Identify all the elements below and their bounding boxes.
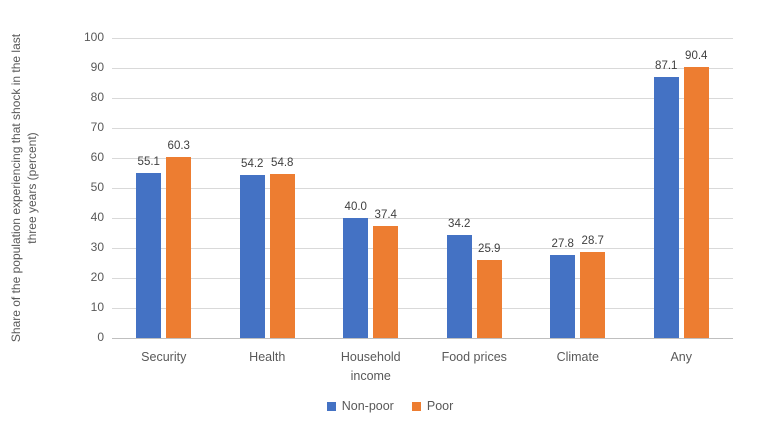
x-category-label: Security (141, 350, 187, 364)
data-label: 54.8 (271, 156, 294, 169)
y-tick-label: 90 (90, 60, 104, 74)
bar-poor-health (269, 173, 295, 338)
bar-non-poor-security (136, 172, 162, 338)
data-label: 28.7 (581, 234, 604, 247)
gridline (112, 217, 733, 219)
y-tick-label: 50 (90, 180, 104, 194)
bar-poor-any (683, 66, 709, 338)
x-category-label: Climate (556, 350, 599, 364)
legend-entry-poor: Poor (411, 399, 454, 413)
data-label: 55.1 (137, 155, 160, 168)
gridline (112, 187, 733, 189)
y-tick-label: 100 (83, 30, 104, 44)
data-label: 25.9 (478, 243, 501, 256)
bar-non-poor-any (653, 76, 679, 338)
data-label: 54.2 (241, 158, 264, 171)
gridline (112, 37, 733, 39)
data-label: 90.4 (685, 49, 708, 62)
y-tick-label: 30 (90, 240, 104, 254)
legend-swatch-icon (411, 401, 421, 411)
legend-swatch-icon (326, 401, 336, 411)
x-category-label: Food prices (441, 350, 507, 364)
data-label: 87.1 (655, 59, 678, 72)
gridline (112, 67, 733, 69)
gridline (112, 127, 733, 129)
data-label: 37.4 (374, 208, 397, 221)
bar-poor-household-income (373, 225, 399, 338)
x-axis-line (112, 338, 733, 339)
gridline (112, 277, 733, 279)
x-category-label: Health (249, 350, 286, 364)
bar-non-poor-household-income (343, 218, 369, 338)
y-axis-title: Share of the population experiencing tha… (9, 33, 39, 343)
gridline (112, 307, 733, 309)
bar-poor-security (166, 157, 192, 338)
bar-poor-food-prices (476, 260, 502, 338)
legend: Non-poor Poor (0, 399, 780, 413)
x-category-label: Any (670, 350, 693, 364)
legend-label: Poor (426, 399, 454, 413)
data-label: 27.8 (551, 237, 574, 250)
gridline (112, 97, 733, 99)
bar-non-poor-food-prices (446, 235, 472, 338)
x-category-label: Household income (340, 350, 401, 383)
data-label: 60.3 (167, 140, 190, 153)
y-tick-label: 40 (90, 210, 104, 224)
y-tick-label: 10 (90, 300, 104, 314)
gridline (112, 247, 733, 249)
y-tick-label: 70 (90, 120, 104, 134)
gridline (112, 157, 733, 159)
data-label: 34.2 (448, 218, 471, 231)
data-label: 40.0 (344, 201, 367, 213)
bar-non-poor-climate (550, 254, 576, 338)
bar-non-poor-health (239, 175, 265, 338)
y-tick-label: 60 (90, 150, 104, 164)
y-tick-label: 20 (90, 270, 104, 284)
bar-poor-climate (580, 251, 606, 338)
plot-area: 55.1 60.3 54.2 54.8 40.0 37.4 34.2 25.9 27.8 28.7… (112, 37, 733, 339)
y-tick-label: 0 (97, 330, 104, 344)
y-tick-label: 80 (90, 90, 104, 104)
legend-label: Non-poor (341, 399, 394, 413)
legend-entry-non-poor: Non-poor (326, 399, 394, 413)
